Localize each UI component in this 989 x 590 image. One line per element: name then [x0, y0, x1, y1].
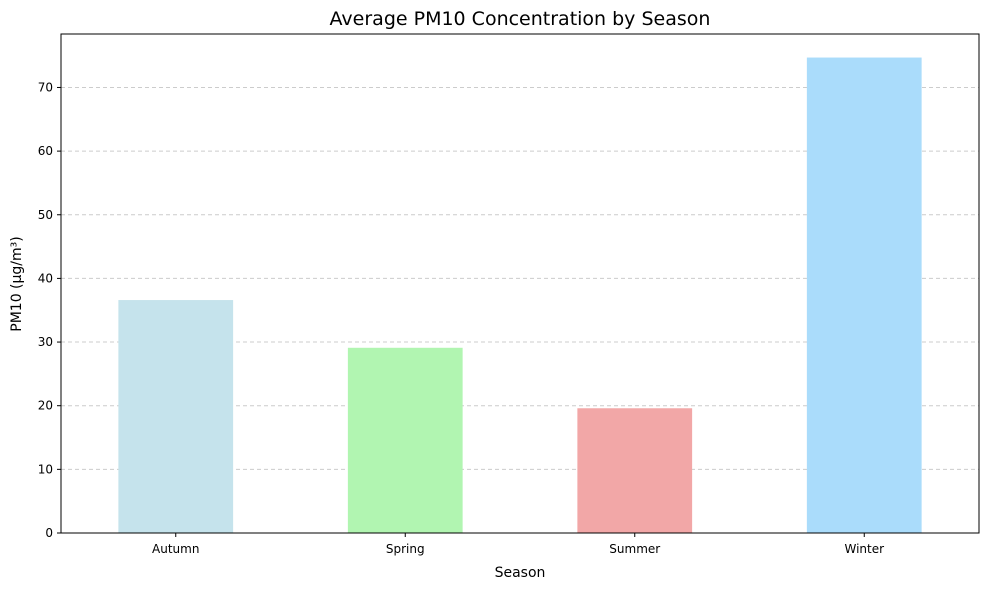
y-tick-label: 50 — [38, 208, 53, 222]
y-tick-label: 30 — [38, 335, 53, 349]
plot-frame — [60, 33, 980, 534]
y-tick-label: 60 — [38, 144, 53, 158]
x-tick-label: Autumn — [152, 542, 199, 556]
x-tick-label: Summer — [609, 542, 660, 556]
y-tick-label: 20 — [38, 399, 53, 413]
y-axis-label: PM10 (µg/m³) — [9, 236, 25, 331]
bars — [118, 57, 922, 533]
y-axis-ticks: 0 10 20 30 40 50 60 70 — [38, 80, 61, 540]
y-tick-label: 0 — [45, 526, 53, 540]
y-tick-label: 10 — [38, 462, 53, 476]
x-axis-ticks: Autumn Spring Summer Winter — [152, 533, 884, 556]
x-tick-label: Spring — [386, 542, 425, 556]
bar-summer — [577, 408, 693, 533]
x-tick-label: Winter — [844, 542, 884, 556]
bar-winter — [806, 57, 922, 533]
y-tick-label: 70 — [38, 80, 53, 94]
y-tick-label: 40 — [38, 271, 53, 285]
bar-spring — [347, 347, 463, 533]
x-axis-label: Season — [495, 565, 546, 581]
chart-title: Average PM10 Concentration by Season — [330, 8, 711, 30]
bar-autumn — [118, 300, 234, 533]
